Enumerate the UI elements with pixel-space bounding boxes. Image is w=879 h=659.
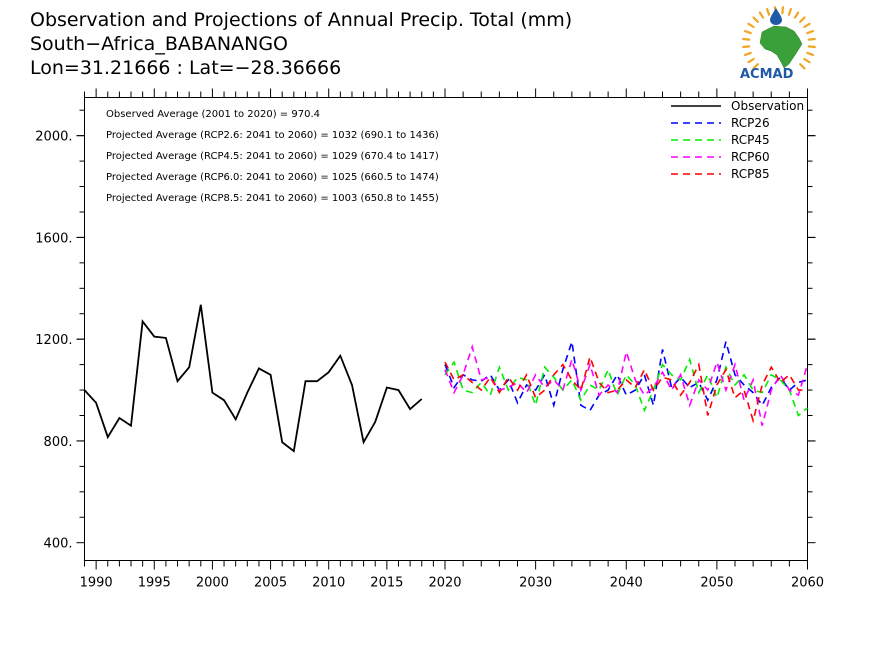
legend-label-rcp26: RCP26 — [731, 116, 770, 130]
sun-ray — [803, 57, 811, 64]
legend-label-observation: Observation — [731, 99, 804, 113]
legend-label-rcp45: RCP45 — [731, 133, 770, 147]
series-line-observation — [83, 304, 423, 453]
plot-frame — [84, 97, 808, 561]
sun-ray — [807, 45, 816, 49]
acmad-logo: ACMAD — [740, 6, 816, 82]
water-drop-icon — [770, 8, 782, 25]
sun-ray — [747, 22, 755, 29]
sun-ray — [799, 16, 806, 23]
y-tick-label: 1200. — [35, 333, 72, 348]
x-tick-label: 2040 — [610, 576, 643, 591]
sun-ray — [803, 22, 811, 29]
sun-ray — [793, 11, 800, 19]
annotation-rcp26-average: Projected Average (RCP2.6: 2041 to 2060)… — [106, 130, 439, 141]
acmad-logo-text: ACMAD — [740, 67, 794, 82]
x-tick-label: 2030 — [519, 576, 552, 591]
legend-label-rcp85: RCP85 — [731, 167, 770, 181]
annotation-rcp45-average: Projected Average (RCP4.5: 2041 to 2060)… — [106, 151, 439, 162]
series-line-rcp60 — [444, 344, 809, 426]
annotation-box: Observed Average (2001 to 2020) = 970.4 … — [106, 109, 439, 204]
x-axis: 1990 1995 2000 2005 2010 2015 2020 2030 2040 2050… — [80, 88, 824, 591]
sun-ray — [752, 63, 759, 70]
sun-ray — [747, 57, 755, 64]
y-axis: 400. 800. 1200. 1600. 2000. — [35, 109, 816, 552]
station-coordinates: Lon=31.21666 : Lat=−28.36666 — [30, 57, 341, 79]
sun-ray — [752, 16, 759, 23]
y-tick-label: 800. — [44, 435, 73, 450]
annotation-observed-average: Observed Average (2001 to 2020) = 970.4 — [106, 109, 320, 120]
series-line-rcp45 — [444, 357, 809, 417]
series-line-rcp26 — [444, 341, 808, 412]
sun-ray — [799, 63, 806, 70]
x-tick-label: 2015 — [370, 576, 403, 591]
sun-ray — [806, 30, 815, 35]
annotation-rcp60-average: Projected Average (RCP6.0: 2041 to 2060)… — [106, 172, 439, 183]
x-tick-label: 2060 — [791, 576, 824, 591]
sun-ray — [743, 30, 752, 35]
x-tick-label: 2010 — [312, 576, 345, 591]
sun-ray — [807, 37, 816, 41]
legend-label-rcp60: RCP60 — [731, 150, 770, 164]
sun-ray — [781, 6, 785, 15]
y-tick-label: 400. — [44, 537, 73, 552]
x-tick-label: 2005 — [254, 576, 287, 591]
africa-map-icon — [759, 25, 803, 69]
chart-title: Observation and Projections of Annual Pr… — [30, 9, 572, 31]
x-tick-label: 1995 — [138, 576, 171, 591]
x-tick-label: 1990 — [80, 576, 113, 591]
sun-ray — [742, 37, 751, 41]
sun-ray — [742, 45, 751, 49]
legend: Observation RCP26 RCP45 RCP60 RCP85 — [671, 99, 804, 181]
x-tick-label: 2020 — [428, 576, 461, 591]
series-layer — [83, 304, 809, 453]
sun-ray — [787, 7, 793, 16]
y-tick-label: 2000. — [35, 130, 72, 145]
sun-ray — [758, 11, 765, 19]
x-tick-label: 2050 — [700, 576, 733, 591]
sun-ray — [806, 51, 815, 57]
sun-ray — [765, 7, 771, 16]
sun-ray — [743, 51, 752, 57]
y-tick-label: 1600. — [35, 231, 72, 246]
annotation-rcp85-average: Projected Average (RCP8.5: 2041 to 2060)… — [106, 193, 439, 204]
x-tick-label: 2000 — [196, 576, 229, 591]
series-line-rcp85 — [444, 354, 808, 424]
station-name: South−Africa_BABANANGO — [30, 33, 288, 55]
